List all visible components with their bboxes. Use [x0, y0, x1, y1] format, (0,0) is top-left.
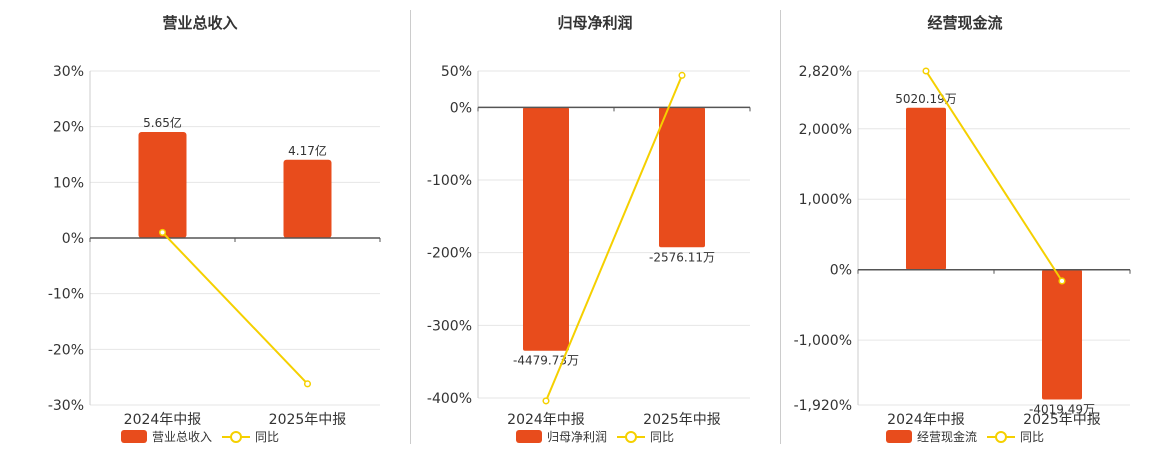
yoy-point	[158, 228, 167, 236]
net-profit-chart: 50% 0% -100% -200% -300% -400% -4479.73万 -2576.…	[427, 64, 751, 428]
legend-label: 营业总收入	[151, 430, 212, 444]
x-category-label: 2025年中报	[643, 412, 721, 428]
y-tick-label: 20%	[53, 120, 84, 136]
y-tick-label: 0%	[450, 100, 472, 116]
legend-label: 同比	[1020, 430, 1045, 444]
legend-item-bar[interactable]: 归母净利润	[515, 428, 607, 445]
yoy-point	[1058, 277, 1066, 285]
yoy-line	[925, 70, 1063, 282]
y-tick-label: -100%	[427, 173, 472, 189]
bar	[1042, 269, 1082, 400]
y-tick-label: -1,920%	[794, 398, 852, 414]
legend-label: 同比	[650, 430, 675, 444]
bar-data-label: 4.17亿	[288, 143, 327, 158]
bar	[659, 107, 705, 248]
legend-label: 同比	[255, 430, 280, 444]
panel-divider	[780, 10, 781, 444]
yoy-point	[922, 67, 930, 75]
yoy-line	[545, 74, 683, 402]
x-category-label: 2025年中报	[1023, 412, 1101, 428]
panel-divider	[410, 10, 411, 444]
bar	[906, 107, 946, 270]
bar-data-label: -2576.11万	[649, 250, 715, 264]
bar-data-label: 5.65亿	[143, 115, 182, 130]
y-tick-label: -1,000%	[794, 333, 852, 349]
legend-item-line[interactable]: 同比	[987, 428, 1044, 445]
chart-title: 营业总收入	[162, 14, 238, 32]
bar	[283, 159, 332, 238]
legend-line-swatch	[617, 430, 645, 443]
x-category-label: 2025年中报	[269, 412, 347, 428]
yoy-point	[303, 380, 312, 388]
chart-legend: 经营现金流 同比	[780, 428, 1150, 445]
y-tick-label: 0%	[830, 263, 852, 279]
chart-title: 归母净利润	[557, 14, 633, 32]
bar	[138, 131, 187, 238]
legend-item-bar[interactable]: 营业总收入	[120, 428, 212, 445]
y-tick-label: -300%	[427, 318, 472, 334]
bar-data-label: -4479.73万	[513, 354, 579, 368]
revenue-chart: 30% 20% 10% 0% -10% -20% -30% 5.65亿 4.17亿 2024年中报…	[48, 64, 381, 428]
y-tick-label: 30%	[53, 64, 84, 80]
y-tick-label: -400%	[427, 391, 472, 407]
chart-title: 经营现金流	[927, 14, 1003, 32]
y-tick-label: 2,820%	[799, 64, 852, 80]
legend-item-line[interactable]: 同比	[617, 428, 674, 445]
legend-item-line[interactable]: 同比	[222, 428, 279, 445]
y-tick-label: -200%	[427, 246, 472, 262]
y-tick-label: 0%	[62, 231, 84, 247]
x-category-label: 2024年中报	[124, 412, 202, 428]
legend-label: 归母净利润	[546, 430, 607, 444]
legend-line-swatch	[222, 430, 250, 443]
operating-cashflow-chart: 2,820%2,000%1,000%0%-1,000%-1,920%5020.1…	[794, 64, 1131, 428]
yoy-point	[678, 71, 686, 79]
bar-data-label: -4019.49万	[1029, 402, 1095, 416]
chart-legend: 归母净利润 同比	[410, 428, 780, 445]
yoy-point	[542, 397, 550, 405]
y-tick-label: -30%	[48, 398, 84, 414]
legend-item-bar[interactable]: 经营现金流	[885, 428, 977, 445]
legend-bar-swatch	[515, 430, 542, 443]
revenue-chart-panel: 营业总收入 30% 20% 10% 0% -10% -20% -30% 5.65亿 4.17亿 2…	[0, 0, 400, 450]
x-category-label: 2024年中报	[887, 412, 965, 428]
y-tick-label: 2,000%	[799, 122, 852, 138]
yoy-line	[161, 231, 309, 385]
y-tick-label: 1,000%	[799, 192, 852, 208]
legend-bar-swatch	[120, 430, 147, 443]
legend-line-swatch	[987, 430, 1015, 443]
operating-cashflow-chart-panel: 经营现金流 2,820% 2,000% 1,000% 0% -1,000% -1,920%…	[780, 0, 1150, 450]
net-profit-chart-panel: 归母净利润 50% 0% -100% -200% -300% -400% -4479.73万…	[410, 0, 780, 450]
chart-legend: 营业总收入 同比	[0, 428, 400, 445]
y-tick-label: 10%	[53, 175, 84, 191]
bar	[523, 107, 569, 351]
legend-label: 经营现金流	[916, 430, 977, 444]
x-category-label: 2024年中报	[507, 412, 585, 428]
legend-bar-swatch	[885, 430, 912, 443]
y-tick-label: 50%	[441, 64, 472, 80]
y-tick-label: -20%	[48, 342, 84, 358]
y-tick-label: -10%	[48, 287, 84, 303]
